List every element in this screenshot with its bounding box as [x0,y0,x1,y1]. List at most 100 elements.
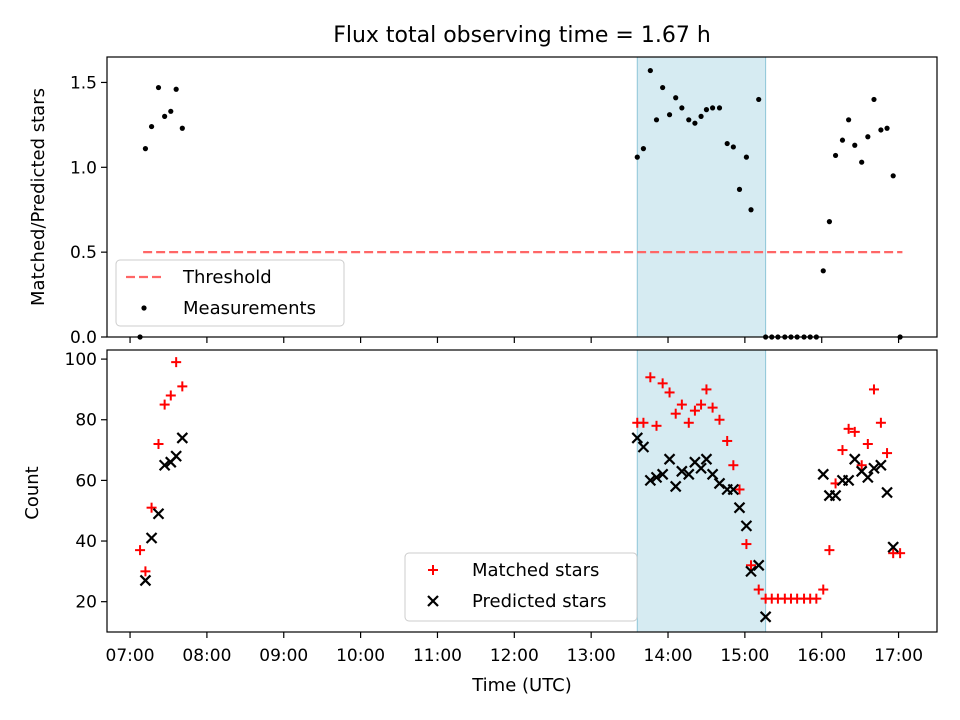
point-0-14 [670,408,681,419]
point-1-0-b [139,574,152,587]
point-0-41 [843,423,854,434]
point-1-26-b [752,559,765,572]
x-tick-label: 13:00 [567,646,616,666]
x-tick-label: 17:00 [874,646,923,666]
point-0-18 [696,399,707,410]
legend-swatch-1 [141,305,147,311]
point-1-18 [700,453,713,465]
point-1-3-b [158,459,171,472]
point-1-10-b [650,471,663,484]
point-0-23 [730,144,736,150]
point-0-1 [142,146,149,152]
point-1-35-b [862,471,874,484]
point-1-13 [669,480,682,493]
axes-frame [106,56,938,338]
x-tick-label: 14:00 [644,646,693,666]
point-1-5-b [170,450,182,462]
point-1-28 [817,468,830,481]
point-0-14 [673,95,679,101]
point-0-25 [741,539,752,550]
point-0-27 [753,584,764,595]
point-0-7 [179,125,185,131]
point-1-15-b [682,468,695,481]
point-0-23 [728,460,739,471]
legend-box [115,259,345,327]
point-1-24 [740,520,753,532]
point-0-17 [692,120,698,126]
point-1-35 [862,471,874,484]
point-0-15 [676,399,687,410]
point-0-36 [811,593,822,604]
point-1-36 [868,462,880,475]
point-1-12-b [663,453,676,465]
point-0-49 [895,548,906,559]
x-tick-label: 16:00 [797,646,846,666]
point-0-11 [651,420,662,431]
point-1-23 [733,501,746,514]
point-0-46 [875,417,886,428]
point-1-32 [842,474,855,487]
point-1-33 [848,453,861,465]
point-1-26 [752,559,765,572]
point-1-27-b [759,611,772,623]
x-tick-label: 15:00 [720,646,769,666]
point-1-20 [713,477,726,490]
point-0-40 [837,445,848,456]
point-1-14-b [676,465,688,478]
point-1-37-b [875,459,887,472]
point-1-34-b [855,465,868,478]
point-0-13 [666,112,673,118]
legend-label: Measurements [183,298,316,319]
y-tick-label: 40 [75,532,97,552]
point-0-38 [824,545,835,556]
point-1-24-b [740,520,753,532]
point-1-28-b [817,468,830,481]
point-0-4 [162,113,168,119]
chart-title: Flux total observing time = 1.67 h [333,23,711,48]
point-1-0 [139,574,152,587]
point-0-39 [832,152,839,159]
point-1-8-b [637,441,650,453]
y-tick-label: 60 [75,471,97,491]
point-0-12 [660,84,666,91]
point-0-19 [701,384,712,395]
series-predicted-stars [139,432,899,623]
top-panel: 0.0 0.5 1.0 1.5 Threshold Measurements [70,56,938,348]
point-0-43 [859,159,865,165]
point-1-11-b [656,468,669,481]
point-1-20-b [713,477,726,490]
x-tick-label: 10:00 [336,646,385,666]
legend-label: Matched stars [472,560,599,581]
x-tick-label: 08:00 [182,646,231,666]
point-1-6-b [176,432,189,444]
point-1-17 [695,462,707,475]
legend-swatch-0 [428,565,438,575]
point-0-22 [722,435,733,446]
point-0-45 [871,96,877,103]
x-tick-label: 07:00 [106,646,155,666]
point-0-5 [165,390,176,401]
point-0-19 [703,107,710,113]
x-axis-label: Time (UTC) [471,675,572,696]
point-0-2 [148,123,155,130]
point-0-8 [634,154,640,160]
point-0-44 [865,134,871,140]
point-0-26 [746,560,757,571]
point-1-38 [881,486,893,499]
point-0-42 [849,426,860,437]
point-1-39 [887,541,899,553]
point-0-24 [736,186,743,192]
point-0-20 [709,105,716,111]
point-0-7 [177,381,188,392]
point-0-41 [846,117,852,123]
point-0-42 [852,142,858,148]
point-0-3 [153,439,164,449]
point-1-5 [170,450,182,462]
point-1-22-b [727,483,740,496]
legend-swatch-1-b [427,595,439,607]
y-tick-label: 0.5 [70,243,97,263]
point-1-2 [152,507,165,520]
point-0-13 [664,387,675,398]
point-1-14 [676,465,688,478]
